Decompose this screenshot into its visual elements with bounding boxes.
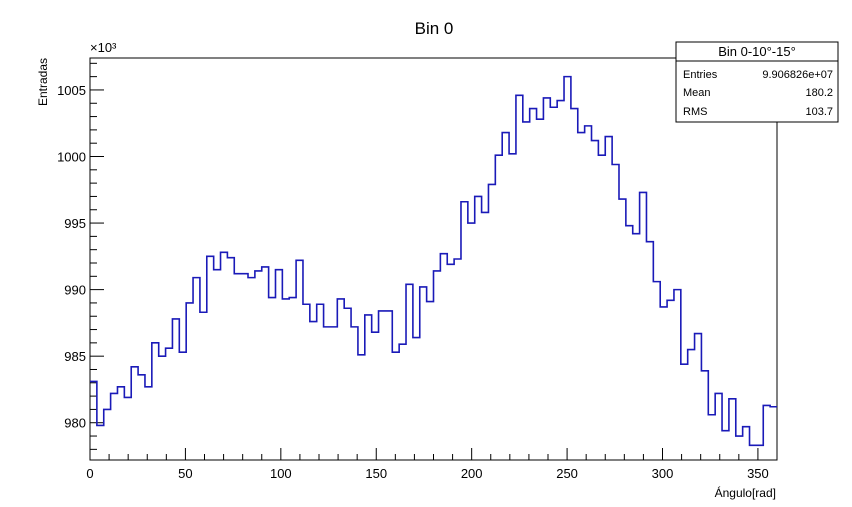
stats-rms-value: 103.7 <box>805 106 833 118</box>
y-axis-label: Entradas <box>36 58 50 106</box>
x-tick-label: 0 <box>86 466 93 481</box>
x-tick-label: 350 <box>747 466 769 481</box>
stats-entries-value: 9.906826e+07 <box>762 69 833 81</box>
y-tick-label: 1000 <box>57 150 86 165</box>
stats-rms-label: RMS <box>683 106 707 118</box>
stats-mean-label: Mean <box>683 87 711 99</box>
y-tick-label: 980 <box>64 416 86 431</box>
stats-mean-value: 180.2 <box>805 87 833 99</box>
x-tick-label: 50 <box>178 466 192 481</box>
histogram-line <box>90 75 777 447</box>
y-tick-label: 990 <box>64 283 86 298</box>
y-axis: 980 985 990 995 1000 1005 <box>57 62 104 450</box>
x-tick-label: 300 <box>652 466 674 481</box>
x-tick-label: 100 <box>270 466 292 481</box>
x-tick-label: 150 <box>365 466 387 481</box>
x-tick-label: 200 <box>461 466 483 481</box>
y-tick-label: 985 <box>64 349 86 364</box>
chart-title: Bin 0 <box>415 19 454 38</box>
x-tick-label: 250 <box>556 466 578 481</box>
x-axis-label: Ángulo[rad] <box>715 485 776 500</box>
y-tick-label: 995 <box>64 216 86 231</box>
y-tick-label: 1005 <box>57 83 86 98</box>
plot-frame <box>89 57 778 461</box>
y-multiplier: ×10³ <box>90 40 117 55</box>
stats-entries-label: Entries <box>683 69 718 81</box>
stats-box: Bin 0-10°-15° Entries 9.906826e+07 Mean … <box>675 41 839 123</box>
stats-title: Bin 0-10°-15° <box>718 44 796 59</box>
x-axis: 0 50 100 150 200 250 300 350 <box>86 448 778 481</box>
